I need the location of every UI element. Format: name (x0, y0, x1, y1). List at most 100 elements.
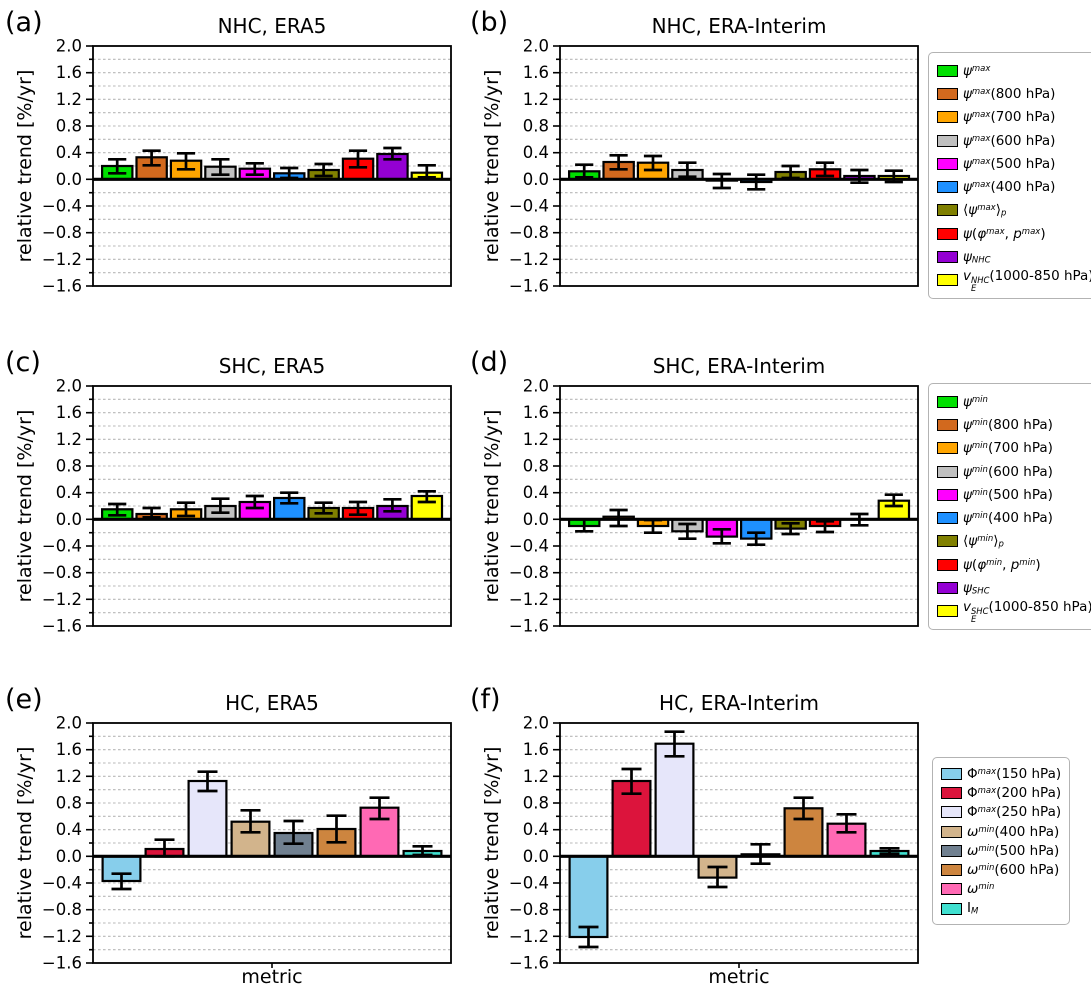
error-bar (815, 161, 835, 178)
legend-entry: ψmax (937, 59, 1091, 82)
bar (187, 779, 228, 858)
legend-swatch-icon (941, 844, 962, 857)
legend-swatch-icon (937, 274, 958, 287)
legend-swatch-icon (937, 181, 958, 194)
legend-entry: ψmin(600 hPa) (937, 460, 1091, 483)
legend-swatch-icon (937, 87, 958, 100)
legend-swatch-icon (941, 864, 962, 877)
panel-label: (e) (5, 684, 43, 715)
panel-title: HC, ERA5 (225, 691, 319, 715)
y-tick-label: −0.4 (509, 537, 549, 556)
legend-entry: ψmin(400 hPa) (937, 506, 1091, 529)
y-tick-label: 0.0 (56, 847, 82, 866)
legend-swatch-icon (941, 806, 962, 819)
y-axis-label: relative trend [%/yr] (481, 747, 503, 940)
error-bar (383, 146, 402, 161)
legend-entry-label: ψmin(400 hPa) (963, 510, 1053, 527)
legend-swatch-icon (937, 442, 958, 455)
y-tick-label: 0.0 (523, 170, 549, 189)
y-tick-label: 1.2 (523, 430, 549, 449)
legend-entry: ψmax(500 hPa) (937, 152, 1091, 175)
y-tick-label: −1.6 (509, 277, 549, 296)
y-tick-label: 2.0 (523, 37, 549, 56)
y-tick-label: 2.0 (56, 714, 82, 733)
y-tick-label: 1.6 (523, 740, 549, 759)
y-axis-label: relative trend [%/yr] (481, 410, 503, 603)
panel-label: (d) (470, 347, 508, 378)
legend-entry: ωmin(600 hPa) (941, 860, 1061, 879)
panel-label: (b) (470, 7, 508, 38)
legend-entry-label: ⟨ψmin⟩p (963, 533, 1004, 550)
error-bar (142, 149, 161, 167)
legend-entry: ωmin(500 hPa) (941, 841, 1061, 860)
panel-label: (f) (470, 684, 501, 715)
y-tick-label: 1.2 (523, 767, 549, 786)
legend-entry-label: ψSHC (963, 579, 990, 597)
y-axis-label: relative trend [%/yr] (481, 70, 503, 263)
error-bar (108, 502, 127, 517)
legend-swatch-icon (937, 111, 958, 124)
error-bar (245, 161, 264, 177)
legend-swatch-icon (941, 767, 962, 780)
legend-entry-label: ψmin(500 hPa) (963, 486, 1053, 503)
y-tick-label: −1.2 (42, 927, 82, 946)
y-tick-label: 0.8 (523, 457, 549, 476)
y-tick-label: 0.8 (56, 117, 82, 136)
y-axis-label: relative trend [%/yr] (14, 747, 36, 940)
error-bar (664, 730, 685, 758)
legend-entry: ψmax(800 hPa) (937, 82, 1091, 105)
panel-title: NHC, ERA5 (218, 14, 327, 38)
error-bar (240, 808, 261, 834)
error-bar (211, 497, 230, 515)
legend-swatch-icon (937, 418, 958, 431)
y-tick-label: −0.8 (42, 223, 82, 242)
legend-swatch-icon (937, 227, 958, 240)
error-bar (176, 501, 196, 518)
legend-entry-label: Φmax(250 hPa) (967, 804, 1062, 821)
legend-entry-label: ψmax(500 hPa) (963, 155, 1056, 172)
error-bar (211, 157, 230, 177)
legend-swatch-icon (937, 512, 958, 525)
error-bar (348, 149, 368, 169)
y-tick-label: 0.8 (56, 457, 82, 476)
y-tick-label: −1.6 (509, 617, 549, 636)
error-bar (142, 506, 161, 519)
y-tick-label: −0.8 (42, 563, 82, 582)
legend-shc: ψmin ψmin(800 hPa) ψmin(700 hPa) ψmin(600 h… (928, 383, 1091, 630)
legend-swatch-icon (937, 395, 958, 408)
error-bar (417, 163, 436, 179)
legend-swatch-icon (937, 134, 958, 147)
y-tick-label: 1.6 (56, 403, 82, 422)
legend-entry: ψmax(700 hPa) (937, 106, 1091, 129)
legend-swatch-icon (937, 251, 958, 264)
legend-entry-label: Φmax(200 hPa) (967, 784, 1062, 801)
legend-entry-label: ψmax(400 hPa) (963, 179, 1056, 196)
legend-swatch-icon (937, 64, 958, 77)
error-bar (836, 812, 857, 834)
y-tick-label: 0.4 (523, 143, 549, 162)
error-bar (781, 521, 800, 536)
legend-entry-label: ψmax (963, 62, 991, 79)
y-tick-label: 0.4 (523, 483, 549, 502)
panel-title: SHC, ERA-Interim (653, 354, 826, 378)
axes-frame (559, 385, 919, 627)
error-bar (815, 519, 835, 534)
y-tick-label: −0.4 (42, 197, 82, 216)
legend-swatch-icon (941, 902, 962, 915)
y-tick-label: 0.0 (523, 510, 549, 529)
error-bar (678, 522, 697, 541)
legend-entry-label: ψmin (963, 393, 988, 410)
x-axis-label: metric (708, 966, 769, 988)
error-bar (197, 770, 218, 793)
y-tick-label: 0.8 (523, 117, 549, 136)
y-tick-label: −0.4 (509, 197, 549, 216)
error-bar (750, 842, 771, 866)
legend-entry: Φmax(250 hPa) (941, 803, 1061, 822)
legend-entry: v NHC E (1000-850 hPa) (937, 268, 1091, 292)
legend-entry: ψmin(700 hPa) (937, 437, 1091, 460)
legend-entry-label: ωmin(500 hPa) (967, 842, 1060, 859)
legend-hc: Φmax(150 hPa) Φmax(200 hPa) Φmax(250 hPa) ω… (932, 757, 1071, 926)
y-tick-label: −0.4 (42, 874, 82, 893)
x-axis-label: metric (241, 966, 302, 988)
y-tick-label: 0.4 (56, 820, 82, 839)
